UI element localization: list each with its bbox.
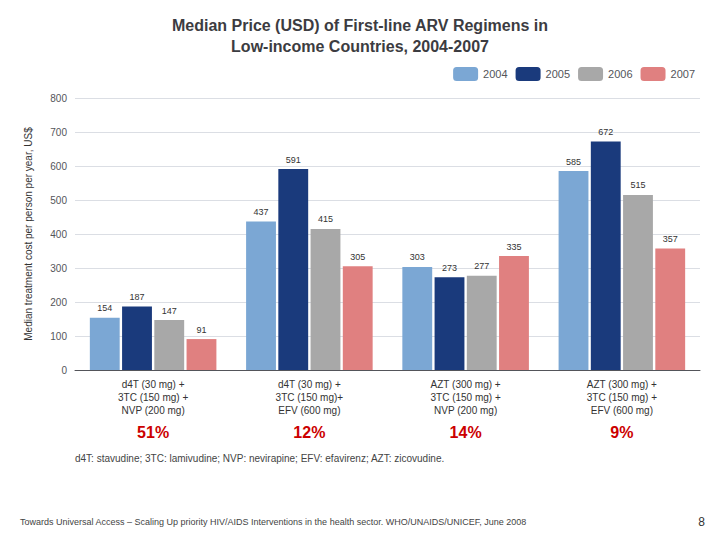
svg-text:Towards Universal Access – Sca: Towards Universal Access – Scaling Up pr… <box>20 517 526 527</box>
svg-text:51%: 51% <box>137 424 169 441</box>
svg-text:600: 600 <box>50 161 67 172</box>
svg-text:3TC (150 mg) +: 3TC (150 mg) + <box>587 392 657 403</box>
svg-text:NVP (200 mg): NVP (200 mg) <box>122 405 185 416</box>
svg-text:415: 415 <box>318 214 333 224</box>
svg-text:187: 187 <box>129 292 144 302</box>
svg-text:8: 8 <box>698 515 705 529</box>
svg-text:AZT (300 mg) +: AZT (300 mg) + <box>587 379 657 390</box>
svg-text:303: 303 <box>410 252 425 262</box>
svg-text:Low-income Countries, 2004-200: Low-income Countries, 2004-2007 <box>231 38 489 55</box>
svg-text:273: 273 <box>442 263 457 273</box>
svg-text:515: 515 <box>630 180 645 190</box>
svg-text:2007: 2007 <box>671 68 695 80</box>
svg-text:2004: 2004 <box>483 68 507 80</box>
svg-text:147: 147 <box>162 306 177 316</box>
svg-text:9%: 9% <box>610 424 633 441</box>
svg-text:672: 672 <box>598 127 613 137</box>
svg-text:357: 357 <box>663 234 678 244</box>
svg-text:3TC (150 mg) +: 3TC (150 mg) + <box>430 392 500 403</box>
svg-text:d4T: stavudine; 3TC: lamivudin: d4T: stavudine; 3TC: lamivudine; NVP: ne… <box>75 453 444 464</box>
svg-text:300: 300 <box>50 263 67 274</box>
svg-text:200: 200 <box>50 297 67 308</box>
svg-text:400: 400 <box>50 229 67 240</box>
svg-text:2005: 2005 <box>546 68 570 80</box>
svg-text:500: 500 <box>50 195 67 206</box>
svg-text:437: 437 <box>254 207 269 217</box>
svg-text:91: 91 <box>196 325 206 335</box>
svg-text:NVP (200 mg): NVP (200 mg) <box>434 405 497 416</box>
svg-text:AZT (300 mg) +: AZT (300 mg) + <box>431 379 501 390</box>
svg-text:585: 585 <box>566 157 581 167</box>
svg-text:591: 591 <box>286 155 301 165</box>
svg-text:Median Price (USD) of First-li: Median Price (USD) of First-line ARV Reg… <box>172 17 548 34</box>
svg-text:12%: 12% <box>293 424 325 441</box>
svg-text:EFV (600 mg): EFV (600 mg) <box>278 405 340 416</box>
svg-text:14%: 14% <box>450 424 482 441</box>
svg-text:2006: 2006 <box>608 68 632 80</box>
svg-text:EFV (600 mg): EFV (600 mg) <box>591 405 653 416</box>
svg-text:3TC (150 mg)+: 3TC (150 mg)+ <box>276 392 344 403</box>
svg-text:277: 277 <box>474 261 489 271</box>
svg-text:d4T (30 mg) +: d4T (30 mg) + <box>278 379 341 390</box>
svg-text:d4T (30 mg) +: d4T (30 mg) + <box>122 379 185 390</box>
svg-text:305: 305 <box>350 252 365 262</box>
svg-text:700: 700 <box>50 127 67 138</box>
svg-text:154: 154 <box>97 303 112 313</box>
svg-text:3TC (150 mg) +: 3TC (150 mg) + <box>118 392 188 403</box>
svg-text:100: 100 <box>50 331 67 342</box>
svg-text:0: 0 <box>61 365 67 376</box>
svg-text:800: 800 <box>50 93 67 104</box>
svg-text:Median treatment cost per pers: Median treatment cost per person per yea… <box>23 127 34 341</box>
svg-text:335: 335 <box>506 242 521 252</box>
